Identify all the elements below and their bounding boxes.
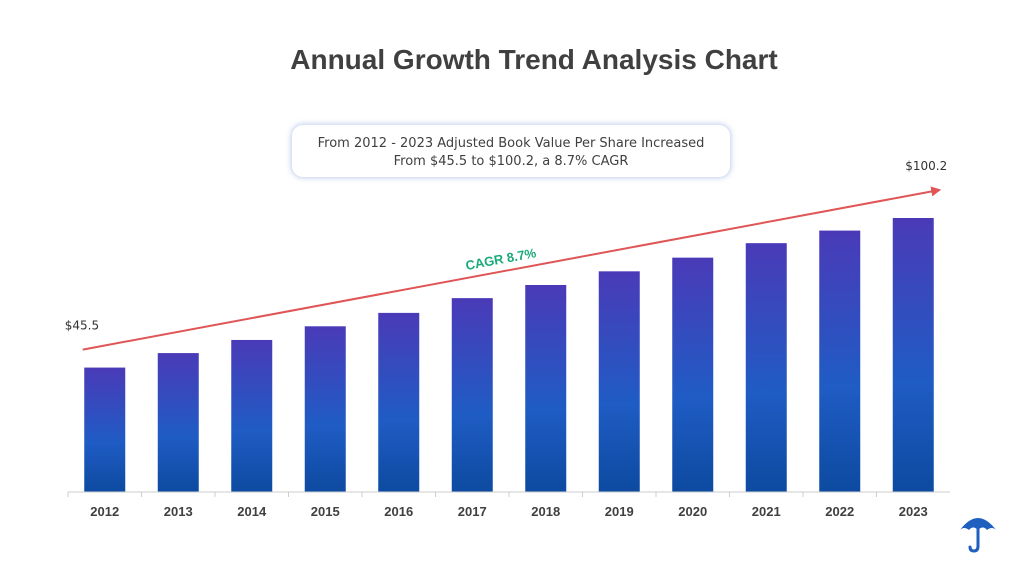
cagr-label: CAGR 8.7% xyxy=(464,245,537,273)
bar-2020 xyxy=(672,258,713,492)
x-tick-2015: 2015 xyxy=(311,504,340,519)
x-tick-2012: 2012 xyxy=(90,504,119,519)
x-tick-2019: 2019 xyxy=(605,504,634,519)
bar-2021 xyxy=(746,243,787,492)
x-tick-2014: 2014 xyxy=(237,504,267,519)
bar-2018 xyxy=(525,285,566,492)
bar-chart: 2012 2013 2014 2015 2016 2017 2018 2019 2020 2021… xyxy=(0,0,1024,576)
x-tick-2023: 2023 xyxy=(899,504,928,519)
x-tick-2017: 2017 xyxy=(458,504,487,519)
bar-2014 xyxy=(231,340,272,492)
bar-2016 xyxy=(378,313,419,492)
x-tick-labels: 2012 2013 2014 2015 2016 2017 2018 2019 2020 2021… xyxy=(68,492,928,519)
bar-2012 xyxy=(84,368,125,492)
start-value-label: $45.5 xyxy=(65,319,99,333)
bar-2013 xyxy=(158,353,199,492)
bar-2017 xyxy=(452,298,493,492)
x-tick-2018: 2018 xyxy=(531,504,560,519)
bar-2019 xyxy=(599,271,640,492)
x-tick-2016: 2016 xyxy=(384,504,413,519)
x-tick-2022: 2022 xyxy=(825,504,854,519)
x-tick-2021: 2021 xyxy=(752,504,781,519)
bar-2022 xyxy=(819,231,860,492)
bar-2023 xyxy=(893,218,934,492)
umbrella-icon xyxy=(958,510,998,554)
trend-arrow xyxy=(83,190,940,350)
end-value-label: $100.2 xyxy=(905,159,947,173)
bar-2015 xyxy=(305,326,346,492)
x-tick-2013: 2013 xyxy=(164,504,193,519)
x-tick-2020: 2020 xyxy=(678,504,707,519)
